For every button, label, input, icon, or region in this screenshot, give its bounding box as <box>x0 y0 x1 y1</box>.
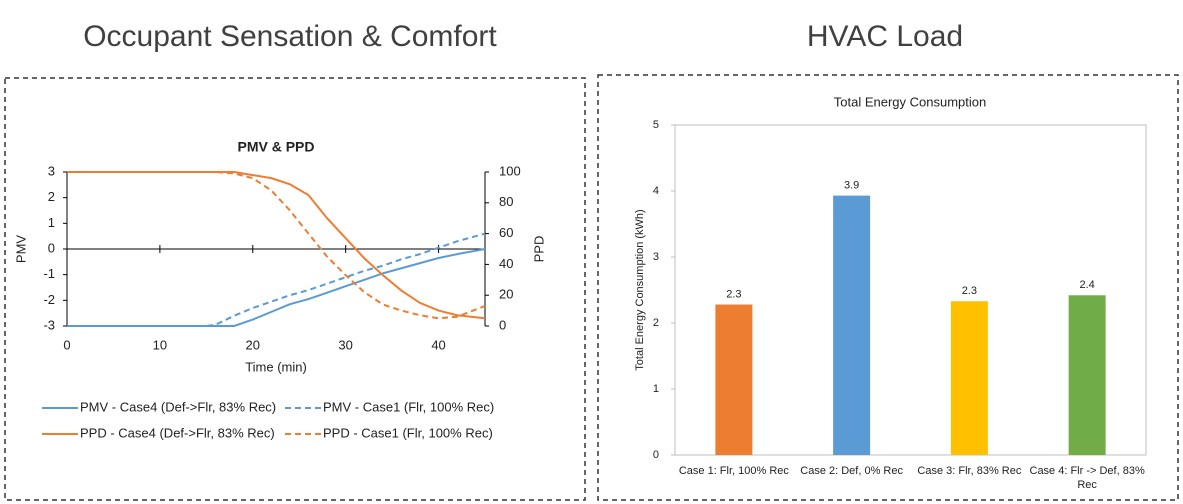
series-line <box>67 232 486 327</box>
x-tick-label: 10 <box>153 337 167 352</box>
bar <box>833 195 871 455</box>
y-tick-label: 2 <box>48 189 55 204</box>
panel-border <box>4 77 586 501</box>
y-tick-label: 5 <box>653 119 659 131</box>
bar <box>1068 295 1106 455</box>
panel-heading: HVAC Load <box>807 20 963 53</box>
y-tick-label: 1 <box>48 215 55 230</box>
legend-label: PPD - Case4 (Def->Flr, 83% Rec) <box>80 425 275 440</box>
y2-tick-label: 0 <box>499 317 506 332</box>
x-tick-label: 40 <box>431 337 445 352</box>
series-line <box>67 248 486 327</box>
y2-tick-label: 20 <box>499 287 513 302</box>
y-tick-label: 0 <box>653 449 659 461</box>
bar <box>715 304 753 455</box>
x-tick-label: Case 1: Flr, 100% Rec <box>679 465 790 477</box>
panel-heading: Occupant Sensation & Comfort <box>83 20 497 53</box>
y-tick-label: -2 <box>43 292 55 307</box>
chart-title: PMV & PPD <box>237 139 314 155</box>
y2-tick-label: 60 <box>499 225 513 240</box>
x-tick-label-line: Case 4: Flr -> Def, 83% <box>1030 465 1145 477</box>
plot-border <box>674 124 1147 456</box>
value-label: 2.3 <box>962 285 977 297</box>
y-tick-label: 4 <box>653 185 659 197</box>
value-label: 3.9 <box>844 180 859 192</box>
x-tick-label: 20 <box>246 337 260 352</box>
y-tick-label: 3 <box>653 251 659 263</box>
y-axis-label: Total Energy Consumption (kWh) <box>634 209 646 370</box>
panel-border <box>597 74 1179 501</box>
series-line <box>67 171 486 320</box>
x-tick-label: Case 4: Flr -> Def, 83% Rec <box>1030 465 1145 491</box>
x-tick-label: Case 3: Flr, 83% Rec <box>917 465 1021 477</box>
y2-axis-label: PPD <box>531 236 546 263</box>
y2-tick-label: 100 <box>499 163 521 178</box>
y-tick-label: -1 <box>43 266 55 281</box>
y-tick-label: 1 <box>653 383 659 395</box>
x-tick-label: 30 <box>338 337 352 352</box>
y-tick-label: 3 <box>48 163 55 178</box>
y-tick-label: 0 <box>48 240 55 255</box>
series-line <box>67 171 486 320</box>
chart-title: Total Energy Consumption <box>834 94 986 109</box>
value-label: 2.4 <box>1079 279 1094 291</box>
y2-tick-label: 80 <box>499 194 513 209</box>
y-tick-label: 2 <box>653 317 659 329</box>
y-tick-label: -3 <box>43 317 55 332</box>
legend-label: PPD - Case1 (Flr, 100% Rec) <box>323 425 493 440</box>
x-tick-label-line: Rec <box>1077 479 1097 491</box>
y2-tick-label: 40 <box>499 256 513 271</box>
y-axis-label: PMV <box>13 235 28 264</box>
x-tick-label: 0 <box>63 337 70 352</box>
legend-label: PMV - Case1 (Flr, 100% Rec) <box>323 399 494 414</box>
value-label: 2.3 <box>726 288 741 300</box>
legend-label: PMV - Case4 (Def->Flr, 83% Rec) <box>80 399 276 414</box>
x-axis-label: Time (min) <box>245 359 307 374</box>
bar <box>950 301 988 455</box>
x-tick-label: Case 2: Def, 0% Rec <box>800 465 903 477</box>
